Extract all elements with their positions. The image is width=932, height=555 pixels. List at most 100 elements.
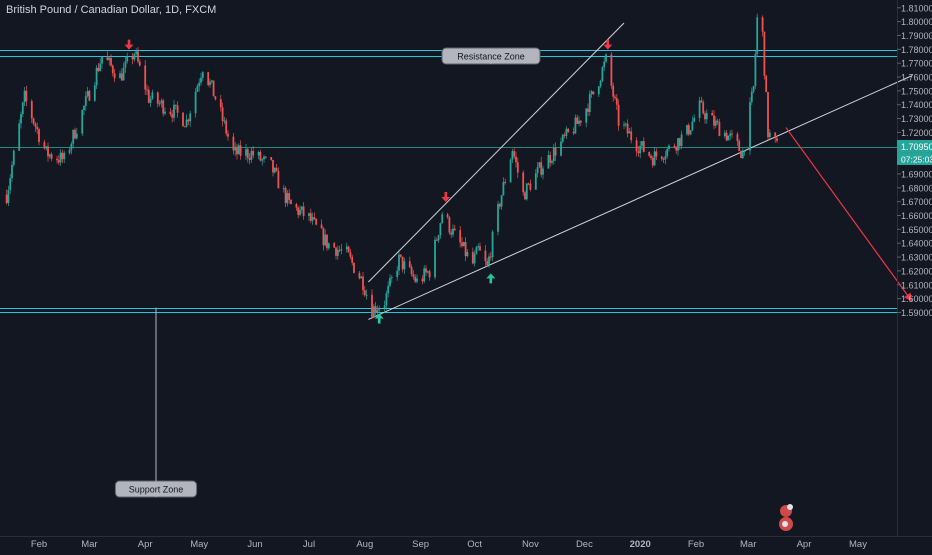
candle-body xyxy=(754,53,757,87)
candle-body xyxy=(95,67,98,86)
candle-body xyxy=(162,100,165,114)
down-arrow-shaft xyxy=(444,191,448,198)
candle-body xyxy=(225,120,228,134)
down-arrow-icon xyxy=(124,39,134,50)
candle-body xyxy=(219,99,222,108)
price-tick-label: 1.75000 xyxy=(901,86,932,96)
price-tick-label: 1.74000 xyxy=(901,100,932,110)
projection-arrow-line[interactable] xyxy=(785,127,913,302)
time-tick-label: Feb xyxy=(688,539,704,550)
candle-body xyxy=(374,306,377,313)
chart-title: British Pound / Canadian Dollar, 1D, FXC… xyxy=(6,4,217,16)
candle-body xyxy=(761,17,764,32)
candle-body xyxy=(475,247,478,255)
up-arrow-shaft xyxy=(377,317,381,324)
candle-body xyxy=(588,94,591,112)
candle-body xyxy=(300,206,303,210)
candle-body xyxy=(750,91,753,103)
candle-body xyxy=(137,51,139,62)
price-tick-label: 1.77000 xyxy=(901,59,932,69)
candle-body xyxy=(200,77,202,83)
price-tick-label: 1.65000 xyxy=(901,225,932,235)
lower-channel-line[interactable] xyxy=(368,75,913,320)
support-zone-callout[interactable]: Support Zone xyxy=(114,307,198,498)
candle-body xyxy=(534,173,537,190)
candle-body xyxy=(340,249,343,251)
candle-body xyxy=(660,156,663,159)
candle-body xyxy=(547,155,550,169)
candle-body xyxy=(680,134,683,146)
candle-body xyxy=(210,80,213,82)
time-tick-label: Apr xyxy=(797,539,812,550)
candle-body xyxy=(133,53,136,60)
candle-body xyxy=(448,217,451,233)
candle-body xyxy=(12,150,15,165)
candle-body xyxy=(585,108,588,123)
candle-body xyxy=(686,125,688,135)
candle-body xyxy=(513,151,516,157)
upper-channel-line[interactable] xyxy=(368,22,625,283)
candle-body xyxy=(516,162,519,173)
event-dot-icon[interactable] xyxy=(782,521,788,527)
candle-body xyxy=(565,128,568,136)
candle-body xyxy=(135,51,138,54)
price-tick-label: 1.67000 xyxy=(901,197,932,207)
candle-body xyxy=(263,156,265,160)
candle-body xyxy=(590,91,593,95)
candle-body xyxy=(252,150,255,156)
candle-body xyxy=(88,91,91,101)
candle-body xyxy=(466,251,469,257)
down-arrow-shaft xyxy=(606,39,610,46)
candle-body xyxy=(322,228,325,246)
down-arrow-icon xyxy=(441,191,451,202)
candle-body xyxy=(491,231,494,258)
candle-body xyxy=(738,141,741,151)
alert-icons[interactable] xyxy=(779,504,793,531)
candle-body xyxy=(169,111,172,115)
candle-body xyxy=(111,65,114,74)
candle-body xyxy=(385,293,388,306)
candle-body xyxy=(126,57,129,62)
price-tick-label: 1.63000 xyxy=(901,253,932,263)
candle-body xyxy=(93,85,96,101)
time-tick-label: Feb xyxy=(31,539,47,550)
candle-body xyxy=(713,115,715,126)
candle-body xyxy=(237,145,240,155)
candle-body xyxy=(57,160,60,163)
time-tick-label: Jul xyxy=(303,539,315,550)
candle-body xyxy=(504,181,507,183)
candle-body xyxy=(75,133,78,139)
candle-body xyxy=(574,117,577,134)
down-arrow-head xyxy=(441,196,451,202)
candle-body xyxy=(736,134,739,142)
candle-body xyxy=(99,63,102,71)
resistance-zone-callout[interactable]: Resistance Zone xyxy=(441,47,541,65)
price-tick-label: 1.60000 xyxy=(901,294,932,304)
candle-body xyxy=(605,54,607,62)
candle-body xyxy=(446,214,449,218)
support-zone-label: Support Zone xyxy=(129,485,184,495)
time-tick-label: Apr xyxy=(138,539,153,550)
time-tick-label: May xyxy=(190,539,208,550)
last-price-box xyxy=(897,139,932,153)
candle-body xyxy=(164,111,166,114)
candle-body xyxy=(453,228,456,231)
candle-body xyxy=(410,267,413,275)
candle-body xyxy=(158,103,161,105)
candle-body xyxy=(675,147,678,151)
candle-body xyxy=(232,136,235,151)
price-tick-label: 1.72000 xyxy=(901,128,932,138)
candle-body xyxy=(421,278,424,282)
candle-body xyxy=(416,278,418,282)
alert-dot-icon[interactable] xyxy=(787,504,793,510)
candle-body xyxy=(48,154,51,157)
candle-body xyxy=(185,119,188,127)
candle-body xyxy=(282,188,285,190)
time-axis[interactable]: Feb Mar Apr May Jun Jul Aug Sep Oct Nov Dec 2020 Feb… xyxy=(31,539,867,550)
time-tick-label: 2020 xyxy=(630,539,651,550)
candle-body xyxy=(286,193,289,204)
time-tick-label: Jun xyxy=(247,539,262,550)
candle-body xyxy=(309,213,312,221)
